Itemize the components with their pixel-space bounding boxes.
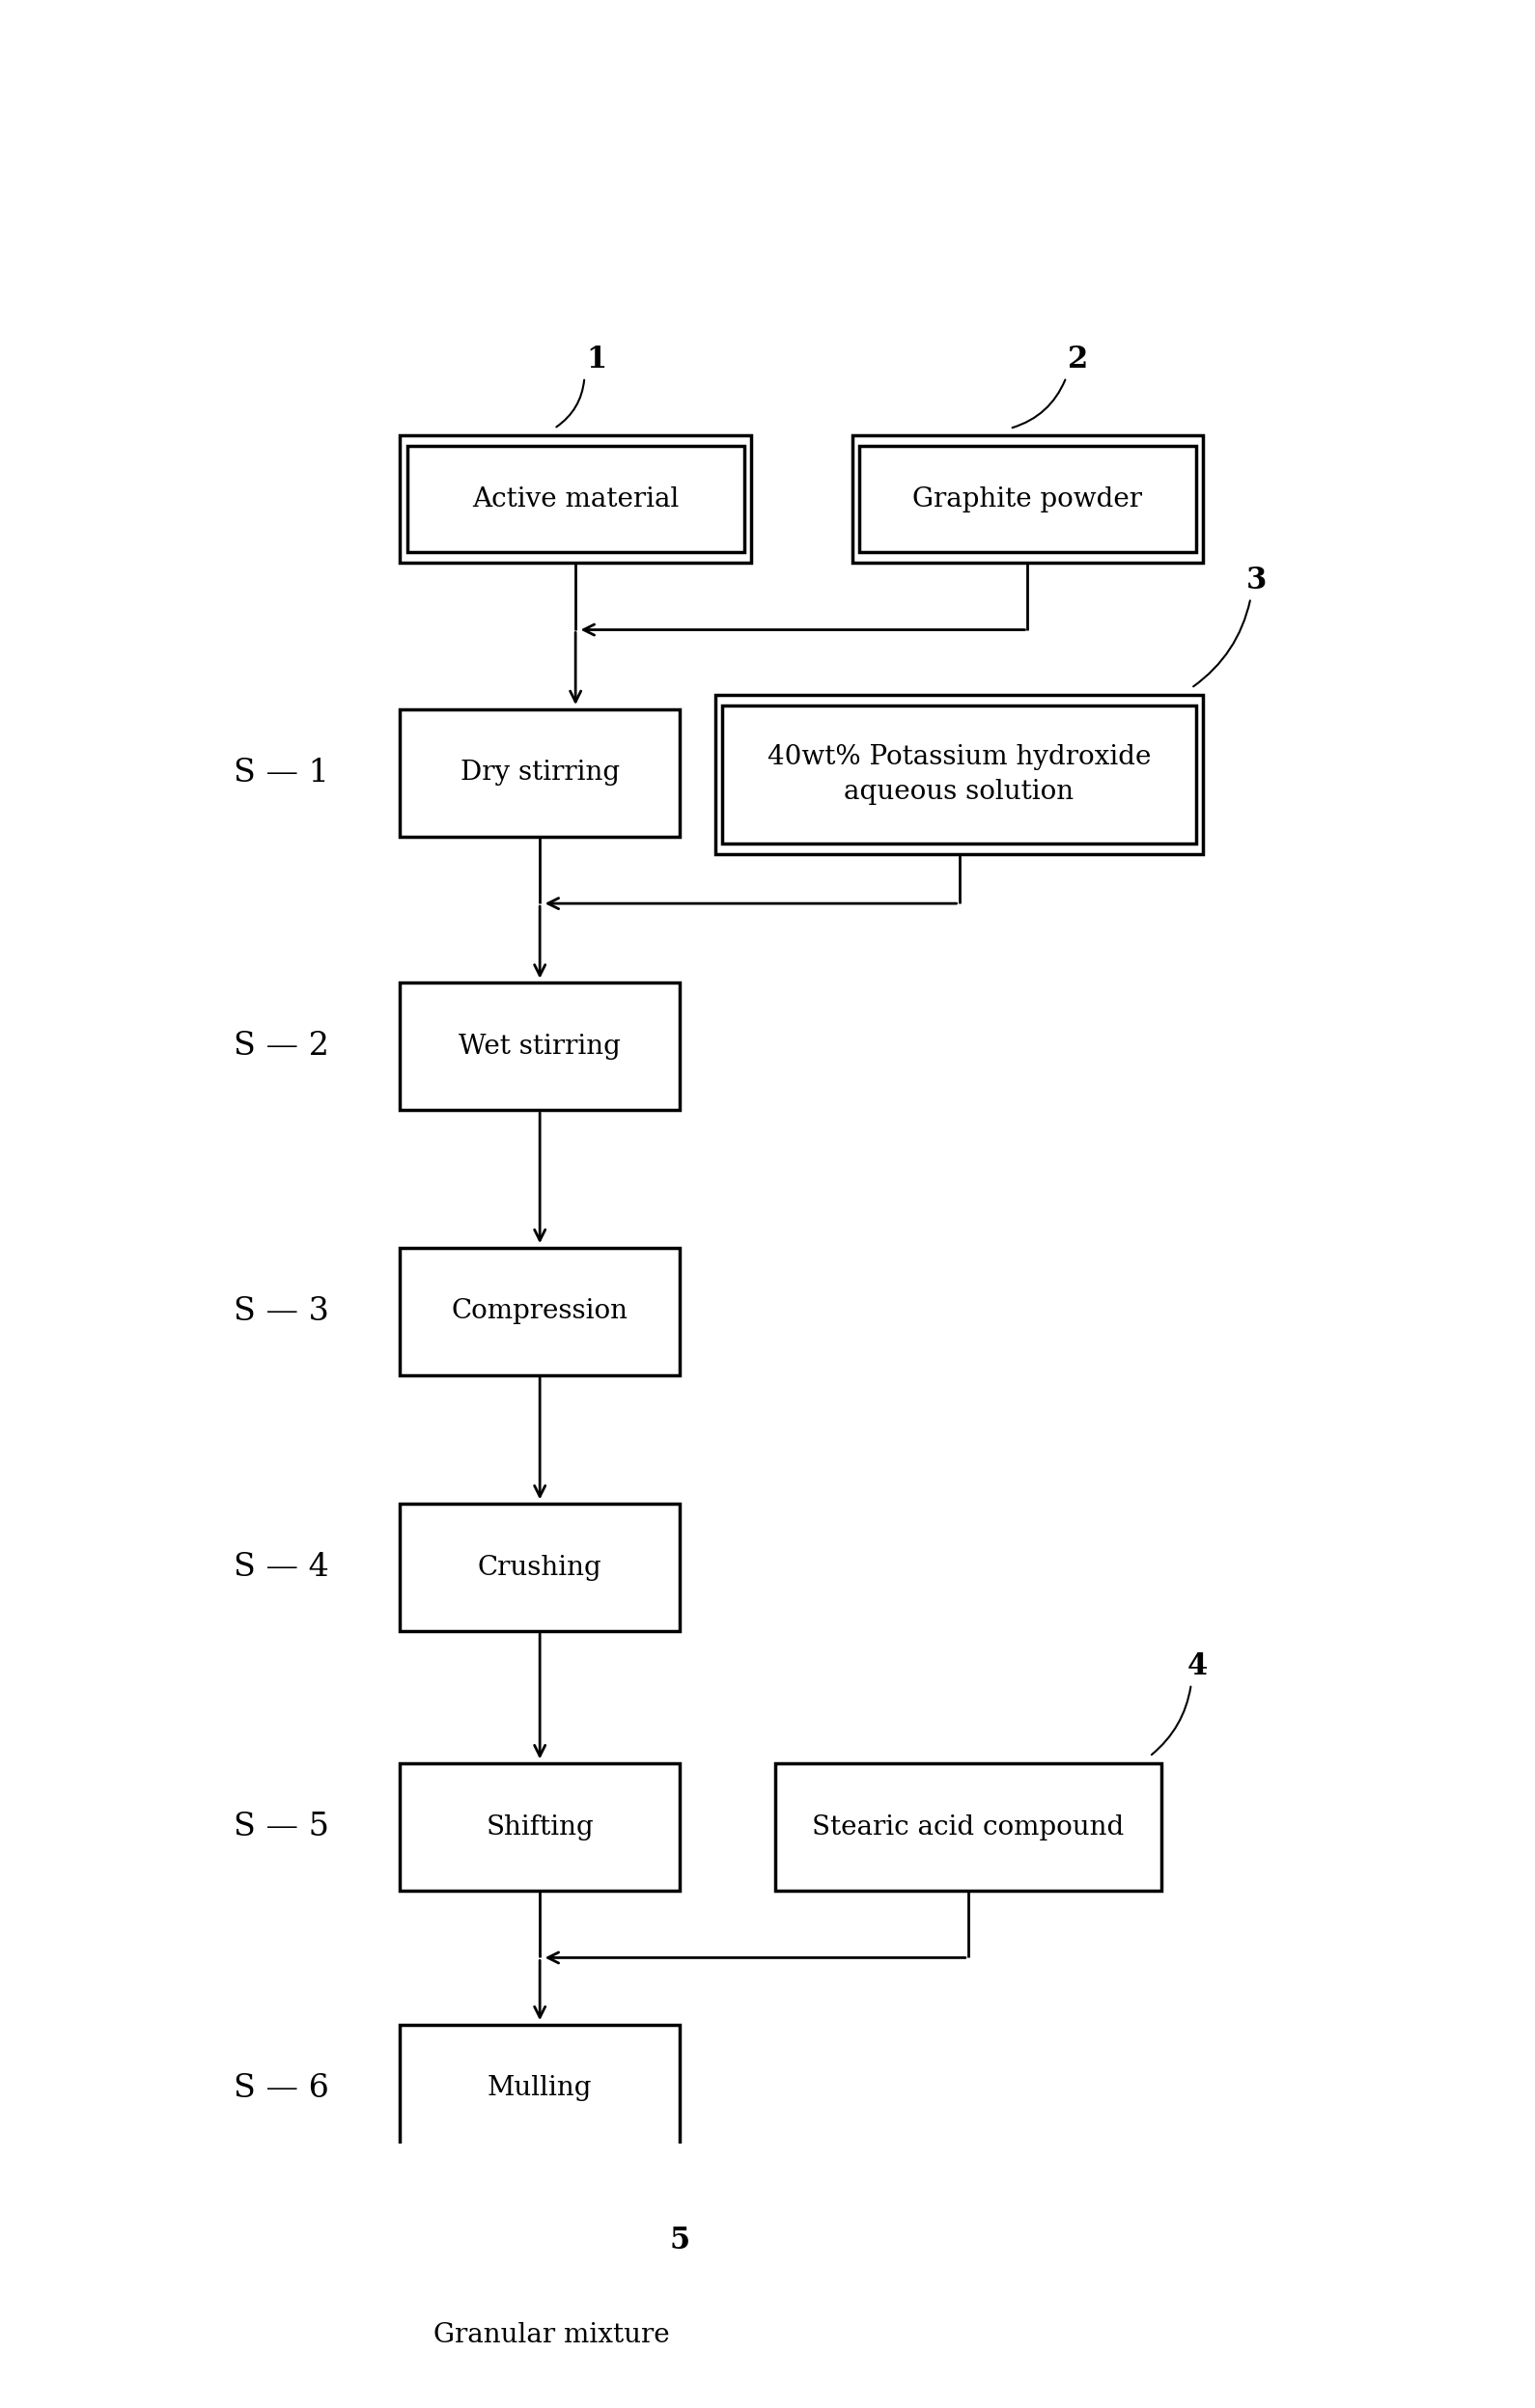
- Text: 3: 3: [1246, 566, 1266, 595]
- Text: S — 1: S — 1: [233, 759, 328, 787]
- Text: 4: 4: [1187, 1652, 1208, 1681]
- Text: 5: 5: [669, 2225, 689, 2256]
- Bar: [715, 696, 1203, 855]
- Bar: [407, 445, 744, 551]
- Text: 40wt% Potassium hydroxide
aqueous solution: 40wt% Potassium hydroxide aqueous soluti…: [768, 744, 1151, 804]
- Bar: [401, 1505, 680, 1630]
- Text: Wet stirring: Wet stirring: [459, 1033, 620, 1060]
- Text: Compression: Compression: [451, 1298, 628, 1324]
- Text: S — 6: S — 6: [233, 2073, 328, 2105]
- Text: 1: 1: [586, 344, 606, 376]
- Text: Shifting: Shifting: [487, 1813, 594, 1840]
- Bar: [852, 436, 1203, 563]
- Bar: [384, 2283, 720, 2389]
- Text: 2: 2: [1068, 344, 1088, 376]
- Text: Graphite powder: Graphite powder: [913, 486, 1142, 513]
- Bar: [376, 2273, 728, 2398]
- Bar: [775, 1763, 1162, 1890]
- Bar: [401, 1247, 680, 1375]
- Text: Stearic acid compound: Stearic acid compound: [812, 1813, 1124, 1840]
- Bar: [401, 1763, 680, 1890]
- Text: Granular mixture: Granular mixture: [434, 2324, 669, 2348]
- Text: S — 2: S — 2: [233, 1031, 328, 1062]
- Bar: [723, 706, 1196, 843]
- Text: S — 4: S — 4: [233, 1553, 328, 1582]
- Bar: [401, 710, 680, 836]
- Bar: [401, 2025, 680, 2153]
- Bar: [401, 982, 680, 1110]
- Text: Crushing: Crushing: [477, 1556, 602, 1580]
- Text: Dry stirring: Dry stirring: [460, 761, 620, 785]
- Text: S — 5: S — 5: [233, 1811, 328, 1842]
- Bar: [860, 445, 1196, 551]
- Text: Mulling: Mulling: [488, 2076, 593, 2102]
- Text: S — 3: S — 3: [233, 1296, 328, 1327]
- Text: Active material: Active material: [473, 486, 678, 513]
- Bar: [401, 436, 751, 563]
